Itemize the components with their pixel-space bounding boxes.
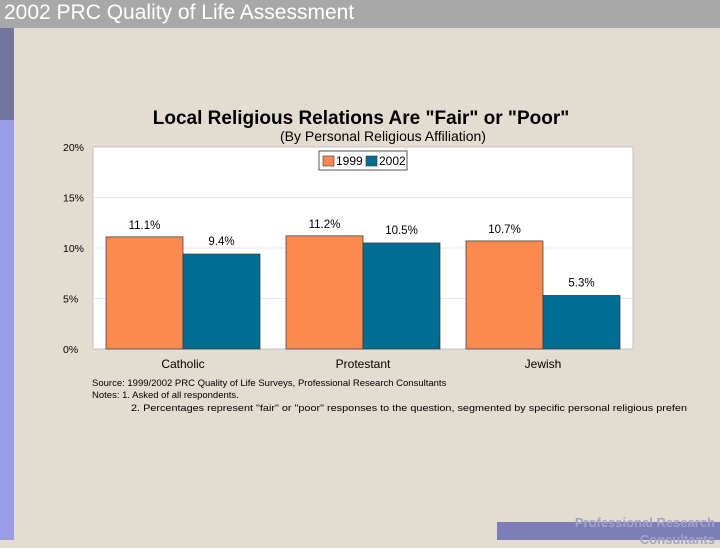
legend-swatch-1999 xyxy=(322,155,335,167)
x-tick-label: Protestant xyxy=(336,357,391,371)
bar-2002-protestant xyxy=(362,242,441,350)
data-labels: 11.1% 9.4% 11.2% 10.5% 10.7% 5.3% xyxy=(129,219,595,290)
legend-box xyxy=(318,150,408,171)
legend: 1999 2002 xyxy=(318,150,408,171)
y-tick-label: 10% xyxy=(63,243,84,255)
left-accent-strip xyxy=(0,28,14,540)
source-note: Source: 1999/2002 PRC Quality of Life Su… xyxy=(92,378,447,389)
left-accent-strip-top xyxy=(0,28,14,120)
page-title: 2002 PRC Quality of Life Assessment xyxy=(4,1,355,24)
legend-label-2002: 2002 xyxy=(379,154,406,168)
bar-1999-protestant xyxy=(285,235,364,350)
x-tick-label: Catholic xyxy=(161,357,204,371)
bar-1999-catholic xyxy=(105,236,184,350)
bar-2002-catholic xyxy=(182,253,261,350)
data-label: 10.5% xyxy=(385,225,418,237)
data-label: 9.4% xyxy=(208,236,234,248)
y-tick-label: 15% xyxy=(63,193,84,205)
footer-brand-line1: Professional Research xyxy=(574,515,715,530)
notes-line-1: Notes: 1. Asked of all respondents. xyxy=(92,390,239,401)
header-bar xyxy=(0,0,720,28)
data-label: 11.2% xyxy=(309,219,341,231)
data-label: 11.1% xyxy=(129,220,161,232)
bar-1999-jewish xyxy=(465,240,544,350)
bar-2002-jewish xyxy=(542,295,621,350)
x-axis: Catholic Protestant Jewish xyxy=(161,357,561,371)
y-tick-label: 20% xyxy=(63,142,84,154)
chart-title: Local Religious Relations Are "Fair" or … xyxy=(153,108,569,129)
data-label: 10.7% xyxy=(488,224,521,236)
footer-bar xyxy=(497,522,720,540)
y-tick-label: 5% xyxy=(63,294,78,306)
bars xyxy=(105,235,621,350)
x-tick-label: Jewish xyxy=(525,357,562,371)
chart-subtitle: (By Personal Religious Affiliation) xyxy=(280,128,486,144)
notes-line-2: 2. Percentages represent "fair" or "poor… xyxy=(131,403,687,414)
footer-brand: Professional Research Consultants xyxy=(497,514,715,548)
legend-label-1999: 1999 xyxy=(336,154,363,168)
data-label: 5.3% xyxy=(568,277,594,289)
legend-swatch-2002 xyxy=(365,155,378,167)
y-axis: 0% 5% 10% 15% 20% xyxy=(63,142,84,356)
y-tick-label: 0% xyxy=(63,344,78,356)
